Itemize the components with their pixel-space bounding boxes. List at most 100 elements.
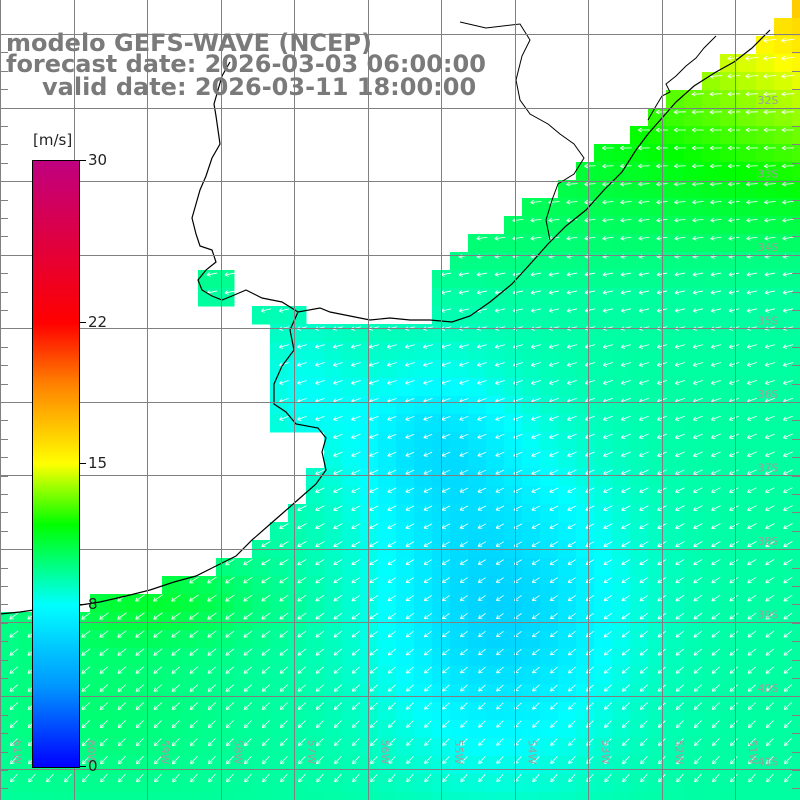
wind-speed-cell (396, 522, 415, 541)
wind-arrow (765, 541, 775, 548)
wind-arrow (584, 163, 596, 169)
wind-arrow (747, 630, 757, 638)
wind-speed-cell (774, 504, 793, 523)
wind-arrow (567, 577, 577, 583)
wind-arrow (405, 380, 415, 385)
wind-arrow (781, 38, 795, 43)
wind-arrow (333, 612, 343, 620)
wind-speed-cell (648, 450, 667, 469)
wind-speed-cell (630, 306, 649, 325)
wind-speed-cell (216, 792, 235, 800)
wind-speed-cell (450, 288, 469, 307)
wind-speed-cell (630, 774, 649, 793)
wind-arrow (620, 379, 631, 385)
wind-arrow (621, 523, 631, 529)
wind-arrow (189, 648, 199, 656)
wind-speed-cell (648, 306, 667, 325)
wind-arrow (532, 613, 540, 620)
wind-speed-cell (720, 252, 739, 271)
wind-speed-cell (450, 414, 469, 433)
wind-speed-cell (738, 108, 757, 127)
wind-speed-cell (648, 522, 667, 541)
wind-speed-cell (288, 558, 307, 577)
wind-speed-cell (792, 126, 800, 145)
wind-speed-cell (504, 270, 523, 289)
wind-speed-cell (702, 126, 721, 145)
wind-arrow (478, 684, 486, 692)
colorbar-tick-label: 8 (88, 595, 98, 614)
wind-speed-cell (270, 774, 289, 793)
wind-speed-cell (504, 360, 523, 379)
wind-speed-cell (630, 396, 649, 415)
wind-speed-cell (450, 396, 469, 415)
wind-speed-cell (756, 432, 775, 451)
wind-speed-cell (594, 648, 613, 667)
wind-arrow (727, 55, 741, 61)
wind-speed-cell (612, 774, 631, 793)
wind-speed-cell (594, 774, 613, 793)
wind-arrow (567, 559, 577, 565)
wind-speed-cell (324, 504, 343, 523)
wind-speed-cell (630, 162, 649, 181)
wind-arrow (495, 523, 505, 529)
wind-speed-cell (126, 630, 145, 649)
wind-arrow (711, 505, 721, 512)
wind-speed-cell (234, 792, 253, 800)
wind-speed-cell (738, 468, 757, 487)
wind-speed-cell (576, 342, 595, 361)
wind-speed-cell (684, 324, 703, 343)
wind-arrow (494, 308, 506, 313)
wind-arrow (602, 145, 614, 151)
wind-arrow (711, 666, 721, 674)
wind-speed-cell (666, 432, 685, 451)
wind-speed-cell (360, 576, 379, 595)
wind-arrow (675, 594, 685, 602)
wind-arrow (549, 505, 559, 511)
wind-speed-cell (756, 126, 775, 145)
wind-arrow (404, 344, 415, 349)
wind-arrow (369, 380, 379, 385)
wind-speed-cell (558, 522, 577, 541)
wind-arrow (550, 648, 558, 656)
wind-speed-cell (216, 594, 235, 613)
wind-speed-cell (612, 504, 631, 523)
wind-speed-cell (774, 72, 793, 91)
wind-speed-cell (594, 522, 613, 541)
wind-speed-cell (252, 576, 271, 595)
wind-arrow (387, 523, 397, 529)
wind-speed-cell (270, 648, 289, 667)
wind-speed-cell (306, 630, 325, 649)
wind-speed-cell (594, 612, 613, 631)
wind-arrow (387, 666, 396, 674)
wind-speed-cell (540, 630, 559, 649)
wind-arrow (99, 612, 109, 620)
wind-speed-cell (684, 216, 703, 235)
wind-arrow (584, 181, 596, 187)
wind-arrow (459, 505, 469, 511)
wind-arrow (710, 379, 721, 385)
wind-speed-cell (486, 432, 505, 451)
wind-arrow (279, 523, 289, 530)
wind-speed-cell (486, 576, 505, 595)
wind-arrow (495, 415, 505, 421)
wind-arrow (476, 344, 487, 349)
wind-arrow (549, 433, 559, 439)
wind-arrow (602, 415, 613, 421)
wind-speed-cell (540, 792, 559, 800)
wind-speed-cell (414, 594, 433, 613)
wind-speed-cell (702, 504, 721, 523)
wind-arrow (530, 308, 542, 313)
wind-arrow (261, 541, 271, 548)
wind-arrow (387, 433, 397, 439)
wind-speed-cell (792, 54, 800, 73)
wind-speed-cell (612, 342, 631, 361)
wind-speed-cell (144, 594, 163, 613)
wind-speed-cell (450, 432, 469, 451)
wind-speed-cell (792, 774, 800, 793)
wind-speed-cell (576, 162, 595, 181)
wind-speed-cell (306, 522, 325, 541)
wind-arrow (351, 487, 361, 493)
wind-arrow (387, 648, 396, 656)
wind-arrow (691, 127, 704, 133)
wind-arrow (369, 684, 378, 692)
